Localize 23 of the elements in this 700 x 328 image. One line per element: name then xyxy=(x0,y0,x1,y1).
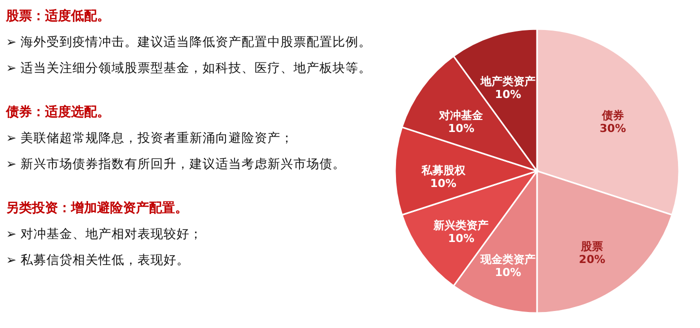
text: 另类投资：增加避险资产配置。 xyxy=(6,200,188,216)
text: ➢ 对冲基金、地产相对表现较好； xyxy=(6,226,202,241)
slice-label: 新兴类资产 xyxy=(432,219,489,232)
text: ➢ 海外受到疫情冲击。建议适当降低资产配置中股票配置比例。 xyxy=(6,34,372,49)
slice-label: 股票 xyxy=(580,240,604,253)
data-label: 10% xyxy=(448,122,474,135)
slice-label: 现金类资产 xyxy=(480,253,536,266)
data-label: 30% xyxy=(600,122,626,135)
slice-label: 地产类资产 xyxy=(480,74,536,88)
text: ➢ 美联储超常规降息，投资者重新涌向避险资产； xyxy=(6,130,294,145)
data-label: 10% xyxy=(494,266,522,280)
text: 债券：适度选配。 xyxy=(5,104,110,120)
slice-label: 私募股权 xyxy=(420,164,466,177)
text: ➢ 新兴市场债券指数有所回升，建议适当考虑新兴市场债。 xyxy=(6,156,346,171)
text: ➢ 私募信贷相关性低，表现好。 xyxy=(6,252,190,267)
slice-label: 债券 xyxy=(600,108,625,122)
data-label: 10% xyxy=(494,88,522,101)
data-label: 20% xyxy=(578,252,606,266)
slice-label: 对冲基金 xyxy=(438,108,484,122)
text: ➢ 适当关注细分领域股票型基金，如科技、医疗、地产板块等。 xyxy=(6,60,372,75)
data-label: 10% xyxy=(430,177,456,190)
text: 股票：适度低配。 xyxy=(5,8,110,24)
data-label: 10% xyxy=(448,232,474,246)
